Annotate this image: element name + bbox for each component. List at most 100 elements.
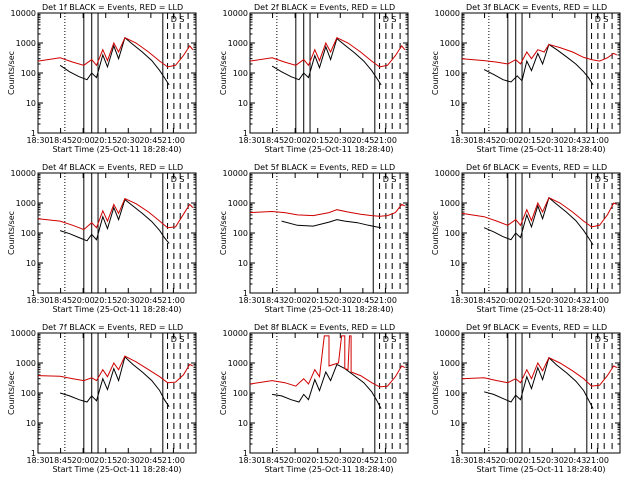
x-tick-label: 20:00 xyxy=(72,296,95,305)
x-tick-label: 18:45 xyxy=(473,136,496,145)
x-tick-label: 20:15 xyxy=(306,296,329,305)
plot-frame xyxy=(37,172,197,294)
x-tick-label: 21:00 xyxy=(374,296,397,305)
chart-title: Det 8f BLACK = Events, RED = LLD xyxy=(254,323,395,332)
orbit-annotation: D S xyxy=(383,335,397,344)
y-tick-label: 1 xyxy=(243,129,248,138)
y-tick-label: 1000 xyxy=(440,39,460,48)
x-axis-label: Start Time (25-Oct-11 18:28:40) xyxy=(476,305,605,314)
x-axis-label: Start Time (25-Oct-11 18:28:40) xyxy=(52,465,181,474)
y-tick-label: 100 xyxy=(21,229,36,238)
series-line-lld xyxy=(37,355,194,384)
x-tick-label: 18:30 xyxy=(238,136,261,145)
orbit-annotation: D S xyxy=(171,175,185,184)
y-tick-label: 1 xyxy=(455,289,460,298)
x-tick-label: 20:15 xyxy=(94,136,117,145)
x-axis-label: Start Time (25-Oct-11 18:28:40) xyxy=(264,305,393,314)
x-tick-label: 20:00 xyxy=(496,296,519,305)
x-tick-label: 20:30 xyxy=(117,136,140,145)
x-tick-label: 20:30 xyxy=(329,296,352,305)
y-tick-label: 1000 xyxy=(16,199,36,208)
y-tick-label: 10000 xyxy=(435,169,460,178)
y-tick-label: 1 xyxy=(243,449,248,458)
y-tick-label: 1000 xyxy=(440,359,460,368)
y-tick-label: 100 xyxy=(233,229,248,238)
chart-title: Det 7f BLACK = Events, RED = LLD xyxy=(42,323,183,332)
y-tick-label: 1 xyxy=(31,289,36,298)
series-line-lld xyxy=(461,197,618,228)
x-tick-label: 20:00 xyxy=(284,456,307,465)
series-line-lld xyxy=(249,37,406,68)
x-tick-label: 20:45 xyxy=(351,296,374,305)
chart-panel-1: Det 1f BLACK = Events, RED = LLD 1 10 100 10… xyxy=(7,3,197,154)
x-tick-label: 21:00 xyxy=(374,456,397,465)
plot-frame xyxy=(461,172,621,294)
x-axis-label: Start Time (25-Oct-11 18:28:40) xyxy=(264,465,393,474)
y-tick-label: 1 xyxy=(31,129,36,138)
x-tick-label: 21:00 xyxy=(374,136,397,145)
x-tick-label: 20:30 xyxy=(117,456,140,465)
y-tick-label: 1000 xyxy=(16,39,36,48)
y-tick-label: 100 xyxy=(233,389,248,398)
series-line-lld xyxy=(461,43,618,65)
x-tick-label: 18:30 xyxy=(26,296,49,305)
plot-frame xyxy=(249,12,409,134)
x-tick-label: 20:43 xyxy=(563,136,586,145)
y-tick-label: 1000 xyxy=(16,359,36,368)
x-tick-label: 20:45 xyxy=(139,456,162,465)
x-tick-label: 20:45 xyxy=(351,456,374,465)
chart-panel-6: Det 6f BLACK = Events, RED = LLD 1 10 100 10… xyxy=(431,163,621,314)
y-tick-label: 10000 xyxy=(11,169,36,178)
chart-panel-5: Det 5f BLACK = Events, RED = LLD 1 10 100 10… xyxy=(219,163,409,314)
plot-frame xyxy=(249,172,409,294)
x-tick-label: 18:45 xyxy=(49,456,72,465)
y-tick-label: 100 xyxy=(233,69,248,78)
y-axis-label: Counts/sec xyxy=(431,51,440,95)
x-axis-label: Start Time (25-Oct-11 18:28:40) xyxy=(52,145,181,154)
y-tick-label: 10000 xyxy=(223,169,248,178)
x-tick-label: 18:30 xyxy=(238,296,261,305)
x-tick-label: 21:00 xyxy=(162,296,185,305)
y-tick-label: 100 xyxy=(445,389,460,398)
y-axis-label: Counts/sec xyxy=(431,371,440,415)
x-tick-label: 18:30 xyxy=(238,456,261,465)
x-tick-label: 21:00 xyxy=(586,296,609,305)
y-tick-label: 10 xyxy=(450,419,460,428)
orbit-annotation: D S xyxy=(171,335,185,344)
y-axis-label: Counts/sec xyxy=(7,51,16,95)
x-tick-label: 18:45 xyxy=(49,296,72,305)
series-line-lld xyxy=(37,197,194,231)
x-tick-label: 20:30 xyxy=(541,296,564,305)
chart-title: Det 1f BLACK = Events, RED = LLD xyxy=(42,3,183,12)
x-tick-label: 18:45 xyxy=(261,136,284,145)
x-axis-label: Start Time (25-Oct-11 18:28:40) xyxy=(476,465,605,474)
orbit-annotation: D S xyxy=(595,175,609,184)
y-tick-label: 100 xyxy=(445,69,460,78)
plot-frame xyxy=(461,332,621,454)
x-tick-label: 20:30 xyxy=(541,456,564,465)
chart-title: Det 5f BLACK = Events, RED = LLD xyxy=(254,163,395,172)
y-axis-label: Counts/sec xyxy=(219,371,228,415)
x-tick-label: 20:00 xyxy=(284,296,307,305)
series-line-events xyxy=(483,43,594,86)
chart-title: Det 9f BLACK = Events, RED = LLD xyxy=(466,323,607,332)
y-tick-label: 1000 xyxy=(440,199,460,208)
series-line-events xyxy=(483,356,594,409)
series-line-events xyxy=(59,198,170,244)
x-tick-label: 21:00 xyxy=(586,136,609,145)
x-axis-label: Start Time (25-Oct-11 18:28:40) xyxy=(264,145,393,154)
x-tick-label: 20:15 xyxy=(94,456,117,465)
x-tick-label: 18:45 xyxy=(261,456,284,465)
y-tick-label: 10000 xyxy=(435,9,460,18)
x-tick-label: 20:15 xyxy=(306,456,329,465)
chart-panel-7: Det 7f BLACK = Events, RED = LLD 1 10 100 10… xyxy=(7,323,197,474)
x-tick-label: 20:30 xyxy=(329,456,352,465)
x-tick-label: 18:30 xyxy=(26,136,49,145)
orbit-annotation: D S xyxy=(595,15,609,24)
y-tick-label: 1 xyxy=(455,129,460,138)
series-line-events xyxy=(59,36,170,86)
y-axis-label: Counts/sec xyxy=(219,51,228,95)
y-tick-label: 100 xyxy=(21,69,36,78)
x-tick-label: 20:00 xyxy=(72,136,95,145)
plot-frame xyxy=(37,12,197,134)
